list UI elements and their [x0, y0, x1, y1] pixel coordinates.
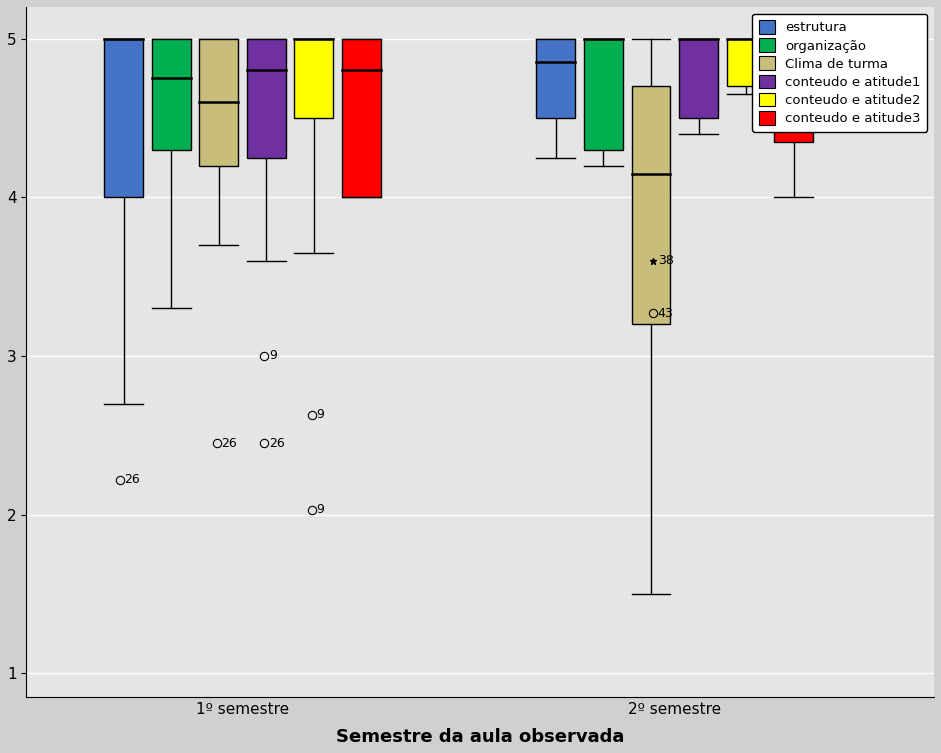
Text: 9: 9 — [316, 503, 325, 517]
Bar — [774, 38, 813, 142]
Bar — [584, 38, 623, 150]
Text: 26: 26 — [124, 473, 140, 486]
Text: 9: 9 — [269, 349, 277, 362]
Bar — [726, 38, 765, 87]
Text: 26: 26 — [221, 437, 237, 450]
Text: 26: 26 — [269, 437, 284, 450]
Bar — [295, 38, 333, 118]
X-axis label: Semestre da aula observada: Semestre da aula observada — [336, 728, 625, 746]
Bar — [631, 87, 670, 325]
Legend: estrutura, organização, Clima de turma, conteudo e atitude1, conteudo e atitude2: estrutura, organização, Clima de turma, … — [753, 14, 928, 132]
Bar — [247, 38, 286, 157]
Text: 38: 38 — [658, 255, 674, 267]
Bar — [199, 38, 238, 166]
Text: 43: 43 — [658, 306, 674, 319]
Bar — [679, 38, 718, 118]
Bar — [104, 38, 143, 197]
Bar — [342, 38, 381, 197]
Text: 9: 9 — [316, 408, 325, 421]
Bar — [152, 38, 191, 150]
Bar — [536, 38, 575, 118]
